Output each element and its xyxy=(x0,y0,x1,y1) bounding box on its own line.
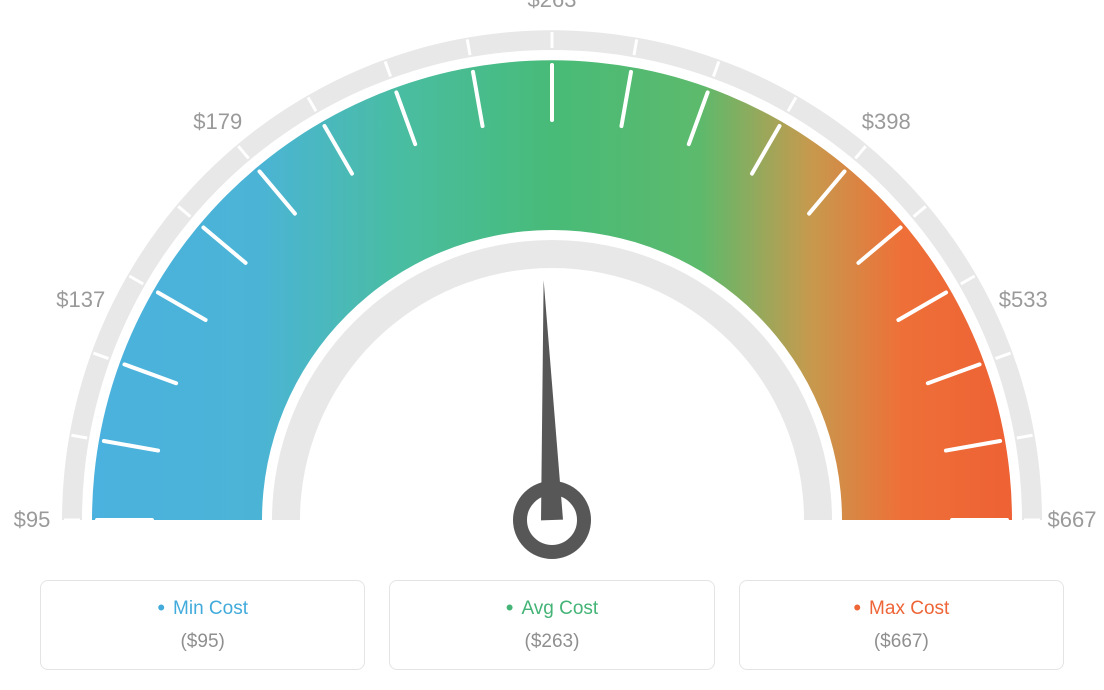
gauge-tick-label: $263 xyxy=(528,0,577,13)
legend-card-max: Max Cost ($667) xyxy=(739,580,1064,670)
legend-min-label: Min Cost xyxy=(41,595,364,621)
legend-max-label: Max Cost xyxy=(740,595,1063,621)
legend-row: Min Cost ($95) Avg Cost ($263) Max Cost … xyxy=(40,580,1064,670)
legend-avg-value: ($263) xyxy=(390,631,713,653)
cost-gauge-container: $95 $137 $179 $263 $398 $533 $667 Min Cost ($9… xyxy=(0,0,1104,690)
gauge-tick-label: $179 xyxy=(193,109,242,135)
gauge-tick-label: $398 xyxy=(862,109,911,135)
gauge-svg xyxy=(0,0,1104,560)
gauge-tick-label: $137 xyxy=(56,287,105,313)
legend-min-value: ($95) xyxy=(41,631,364,653)
legend-card-min: Min Cost ($95) xyxy=(40,580,365,670)
legend-max-value: ($667) xyxy=(740,631,1063,653)
legend-avg-label: Avg Cost xyxy=(390,595,713,621)
gauge-tick-label: $95 xyxy=(14,507,51,533)
gauge-tick-label: $533 xyxy=(999,287,1048,313)
gauge-tick-label: $667 xyxy=(1048,507,1097,533)
legend-card-avg: Avg Cost ($263) xyxy=(389,580,714,670)
gauge: $95 $137 $179 $263 $398 $533 $667 xyxy=(0,0,1104,560)
